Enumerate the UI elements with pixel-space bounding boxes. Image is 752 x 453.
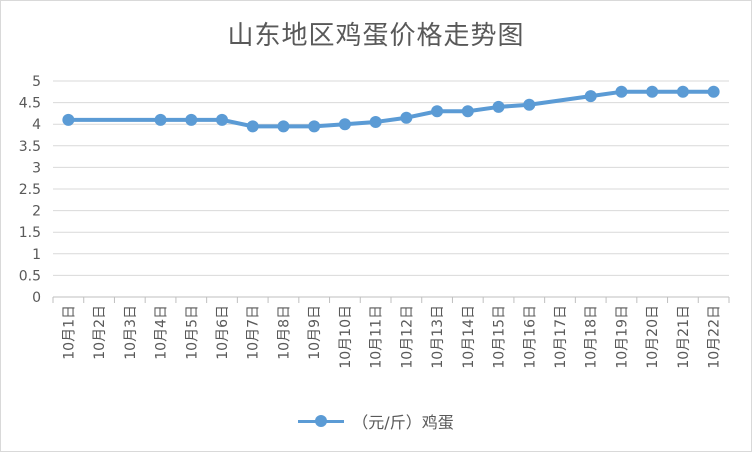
x-tick-label: 10月6日 [215, 305, 231, 360]
x-tick-label: 10月19日 [614, 305, 630, 369]
x-tick-label: 10月7日 [246, 305, 262, 360]
x-tick-label: 10月9日 [307, 305, 323, 360]
x-tick-label: 10月14日 [461, 305, 477, 369]
x-tick-label: 10月15日 [492, 305, 508, 369]
x-tick-label: 10月13日 [430, 305, 446, 369]
data-point [369, 116, 382, 129]
y-tick-label: 1.5 [19, 225, 41, 241]
x-tick-label: 10月21日 [676, 305, 692, 369]
x-tick-label: 10月11日 [369, 305, 385, 369]
x-tick-label: 10月10日 [338, 305, 354, 369]
x-tick-label: 10月22日 [707, 305, 723, 369]
data-point [615, 85, 628, 98]
x-tick-label: 10月4日 [154, 305, 170, 360]
y-tick-label: 2 [32, 204, 41, 220]
data-point [431, 105, 444, 118]
x-tick-label: 10月12日 [399, 305, 415, 369]
data-point [400, 111, 413, 124]
y-tick-label: 2.5 [19, 182, 41, 198]
y-tick-label: 3.5 [19, 139, 41, 155]
chart-legend: （元/斤）鸡蛋 [1, 409, 751, 433]
y-tick-label: 5 [32, 74, 41, 90]
x-tick-label: 10月17日 [553, 305, 569, 369]
legend-label: （元/斤）鸡蛋 [352, 413, 454, 432]
y-tick-label: 1 [32, 247, 41, 263]
data-point [584, 90, 597, 103]
y-tick-label: 0.5 [19, 268, 41, 284]
data-point [338, 118, 351, 131]
x-tick-label: 10月2日 [92, 305, 108, 360]
data-point [154, 113, 167, 126]
data-point [707, 85, 720, 98]
data-point [277, 120, 290, 133]
x-tick-label: 10月20日 [645, 305, 661, 369]
x-tick-label: 10月8日 [276, 305, 292, 360]
data-point [308, 120, 321, 133]
y-tick-label: 4 [32, 117, 41, 133]
data-point [62, 113, 75, 126]
chart-title: 山东地区鸡蛋价格走势图 [227, 21, 525, 51]
data-point [523, 98, 536, 111]
data-point [246, 120, 259, 133]
y-tick-label: 4.5 [19, 96, 41, 112]
data-point [646, 85, 659, 98]
x-tick-label: 10月3日 [123, 305, 139, 360]
data-point [461, 105, 474, 118]
data-point [216, 113, 228, 126]
y-tick-label: 0 [32, 290, 41, 306]
x-tick-label: 10月1日 [61, 305, 77, 360]
x-tick-label: 10月18日 [584, 305, 600, 369]
y-tick-label: 3 [32, 160, 41, 176]
x-tick-label: 10月5日 [184, 305, 200, 360]
data-point [492, 100, 505, 113]
legend-marker [298, 415, 345, 427]
data-point [676, 85, 689, 98]
x-tick-label: 10月16日 [522, 305, 538, 369]
data-point [185, 113, 198, 126]
